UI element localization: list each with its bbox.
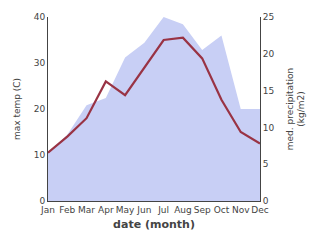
svg-text:max temp (C): max temp (C) [12, 78, 22, 140]
svg-text:May: May [116, 205, 135, 215]
svg-text:Apr: Apr [98, 205, 114, 215]
svg-text:Oct: Oct [214, 205, 230, 215]
svg-text:0: 0 [263, 196, 269, 206]
svg-text:date (month): date (month) [113, 218, 195, 231]
svg-text:0: 0 [39, 196, 45, 206]
svg-text:15: 15 [263, 86, 274, 96]
svg-text:Dec: Dec [251, 205, 268, 215]
svg-text:Jan: Jan [40, 205, 55, 215]
svg-text:Jun: Jun [136, 205, 151, 215]
svg-text:10: 10 [34, 150, 46, 160]
svg-text:5: 5 [263, 159, 269, 169]
svg-text:Jul: Jul [157, 205, 169, 215]
svg-text:med. precipitation(kg/m2): med. precipitation(kg/m2) [285, 68, 307, 150]
svg-text:Sep: Sep [194, 205, 211, 215]
svg-text:Feb: Feb [59, 205, 75, 215]
svg-text:25: 25 [263, 12, 274, 22]
svg-text:20: 20 [34, 104, 46, 114]
svg-text:Mar: Mar [78, 205, 95, 215]
svg-text:20: 20 [263, 49, 275, 59]
svg-text:Nov: Nov [232, 205, 250, 215]
svg-text:10: 10 [263, 123, 275, 133]
svg-text:Aug: Aug [174, 205, 192, 215]
svg-text:40: 40 [34, 12, 46, 22]
svg-text:30: 30 [34, 58, 46, 68]
